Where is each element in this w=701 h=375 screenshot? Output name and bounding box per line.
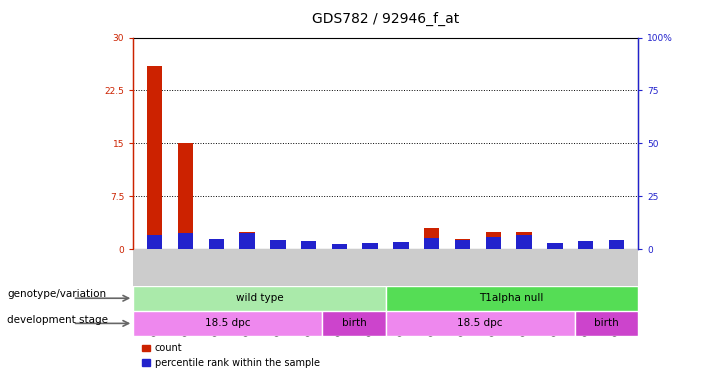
Bar [362,244,378,249]
Bar [301,241,316,249]
Text: birth: birth [341,318,367,328]
Bar [209,238,224,249]
Text: 18.5 dpc: 18.5 dpc [458,318,503,328]
Bar [209,238,224,249]
Bar [608,240,624,249]
Bar [393,242,409,249]
Bar [517,236,532,249]
Bar [270,242,285,249]
Bar [424,238,440,249]
Text: wild type: wild type [236,293,283,303]
Bar [178,233,193,249]
Bar [332,244,347,249]
Bar [486,232,501,249]
Bar [486,237,501,249]
Bar [133,311,322,336]
Bar [455,240,470,249]
Bar [575,311,638,336]
Bar [362,243,378,249]
Bar [332,244,347,249]
Bar [547,246,562,249]
Bar [147,236,163,249]
Text: development stage: development stage [7,315,108,325]
Legend: count, percentile rank within the sample: count, percentile rank within the sample [138,339,323,372]
Bar [424,228,440,249]
Text: T1alpha null: T1alpha null [479,293,544,303]
Bar [147,66,163,249]
Bar [133,286,386,311]
Bar [608,241,624,249]
Bar [322,311,386,336]
Bar [386,311,575,336]
Bar [301,244,316,249]
Bar [578,244,593,249]
Bar [178,143,193,249]
Bar [239,233,254,249]
Bar [239,232,254,249]
Text: genotype/variation: genotype/variation [7,290,106,300]
Text: GDS782 / 92946_f_at: GDS782 / 92946_f_at [312,12,459,26]
Bar [393,244,409,249]
Bar [517,232,532,249]
Text: birth: birth [594,318,619,328]
Bar [386,286,638,311]
Bar [578,241,593,249]
Bar [455,238,470,249]
Text: 18.5 dpc: 18.5 dpc [205,318,250,328]
Bar [547,243,562,249]
Bar [270,240,285,249]
